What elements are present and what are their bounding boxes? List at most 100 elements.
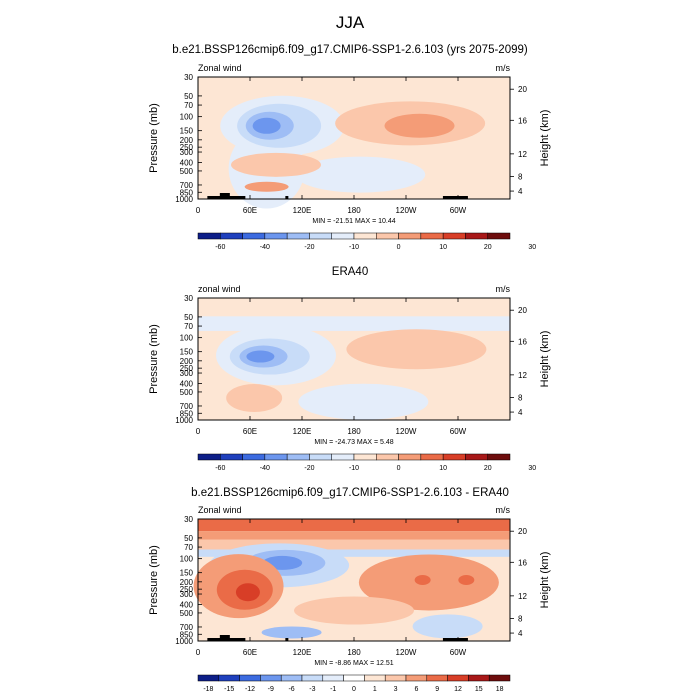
- x-tick-label: 120E: [293, 206, 312, 215]
- colorbar-label: 0: [397, 465, 401, 472]
- height-tick-label: 8: [518, 393, 523, 402]
- colorbar-label: -40: [260, 465, 270, 472]
- colorbar-label: 20: [484, 244, 492, 251]
- min-max-stats: MIN = -24.73 MAX = 5.48: [314, 439, 393, 446]
- colorbar-label: 0: [397, 244, 401, 251]
- field-contour: [346, 329, 487, 370]
- colorbar-swatch: [487, 453, 511, 461]
- y-tick-label: 70: [184, 543, 193, 552]
- height-tick-label: 4: [518, 408, 523, 417]
- height-tick-label: 20: [518, 85, 527, 94]
- colorbar-label: 0: [352, 686, 356, 693]
- y-tick-label: 200: [180, 578, 194, 587]
- height-tick-label: 8: [518, 614, 523, 623]
- height-tick-label: 16: [518, 116, 527, 125]
- main-title: JJA: [335, 13, 365, 32]
- colorbar-swatch: [488, 674, 511, 682]
- colorbar-label: -6: [288, 686, 294, 693]
- terrain-mask: [285, 638, 289, 641]
- terrain-mask: [219, 635, 230, 641]
- y-tick-label: 100: [180, 113, 194, 122]
- field-contour: [414, 575, 431, 585]
- y-tick-label: 500: [180, 388, 194, 397]
- colorbar-swatch: [384, 674, 407, 682]
- colorbar-label: 30: [528, 244, 536, 251]
- y-tick-label: 400: [180, 600, 194, 609]
- y-tick-label: 100: [180, 555, 194, 564]
- height-tick-label: 20: [518, 306, 527, 315]
- x-tick-label: 0: [196, 648, 201, 657]
- y-tick-label: 250: [180, 364, 194, 373]
- y-tick-label: 850: [180, 630, 194, 639]
- height-tick-label: 4: [518, 629, 523, 638]
- units-label: m/s: [496, 505, 511, 515]
- colorbar-swatch: [260, 674, 282, 682]
- y-tick-label: 1000: [175, 637, 193, 646]
- x-tick-label: 0: [196, 206, 201, 215]
- colorbar-swatch: [487, 232, 511, 240]
- y-tick-label: 300: [180, 590, 194, 599]
- colorbar-label: -10: [349, 465, 359, 472]
- y-tick-label: 700: [180, 181, 194, 190]
- y-tick-label: 400: [180, 158, 194, 167]
- colorbar-label: 18: [496, 686, 504, 693]
- height-tick-label: 20: [518, 527, 527, 536]
- y-tick-label: 200: [180, 357, 194, 366]
- colorbar-swatch: [301, 674, 324, 682]
- y-tick-label: 50: [184, 313, 193, 322]
- colorbar-label: -3: [309, 686, 315, 693]
- colorbar-swatch: [364, 674, 386, 682]
- units-label: m/s: [496, 284, 511, 294]
- height-tick-label: 16: [518, 337, 527, 346]
- height-tick-label: 8: [518, 172, 523, 181]
- colorbar-label: 12: [454, 686, 462, 693]
- variable-label: zonal wind: [198, 284, 241, 294]
- field-contour: [235, 583, 260, 602]
- y-tick-label: 300: [180, 369, 194, 378]
- y-tick-label: 400: [180, 379, 194, 388]
- colorbar-swatch: [426, 674, 448, 682]
- y-axis-label: Pressure (mb): [148, 545, 160, 615]
- y-tick-label: 500: [180, 609, 194, 618]
- y-tick-label: 1000: [175, 195, 193, 204]
- variable-label: Zonal wind: [198, 63, 242, 73]
- field-contour: [198, 539, 510, 550]
- field-contour: [198, 519, 510, 532]
- colorbar-label: -12: [245, 686, 255, 693]
- field-contour: [226, 384, 283, 413]
- x-tick-label: 180: [347, 427, 361, 436]
- colorbar-swatch: [405, 674, 428, 682]
- y-tick-label: 150: [180, 127, 194, 136]
- height-tick-label: 12: [518, 592, 527, 601]
- y-tick-label: 1000: [175, 416, 193, 425]
- height-tick-label: 12: [518, 371, 527, 380]
- y-axis-label: Pressure (mb): [148, 103, 160, 173]
- units-label: m/s: [496, 63, 511, 73]
- height-tick-label: 16: [518, 558, 527, 567]
- height-tick-label: 4: [518, 187, 523, 196]
- colorbar-label: 15: [475, 686, 483, 693]
- field-contour: [458, 575, 475, 585]
- y-tick-label: 30: [184, 73, 193, 82]
- colorbar-swatch: [447, 674, 469, 682]
- colorbar-label: -15: [224, 686, 234, 693]
- y-tick-label: 700: [180, 623, 194, 632]
- colorbar-label: -60: [215, 465, 225, 472]
- y-tick-label: 50: [184, 534, 193, 543]
- x-tick-label: 120W: [396, 206, 417, 215]
- colorbar-label: 10: [439, 465, 447, 472]
- colorbar-label: 30: [528, 465, 536, 472]
- y-axis-label: Pressure (mb): [148, 324, 160, 394]
- colorbar-label: -10: [349, 244, 359, 251]
- colorbar-label: -18: [203, 686, 213, 693]
- height-axis-label: Height (km): [539, 331, 551, 388]
- colorbar-swatch: [468, 674, 490, 682]
- x-tick-label: 120E: [293, 427, 312, 436]
- y-tick-label: 200: [180, 136, 194, 145]
- y-tick-label: 300: [180, 148, 194, 157]
- height-tick-label: 12: [518, 150, 527, 159]
- colorbar-label: -20: [304, 465, 314, 472]
- y-tick-label: 250: [180, 143, 194, 152]
